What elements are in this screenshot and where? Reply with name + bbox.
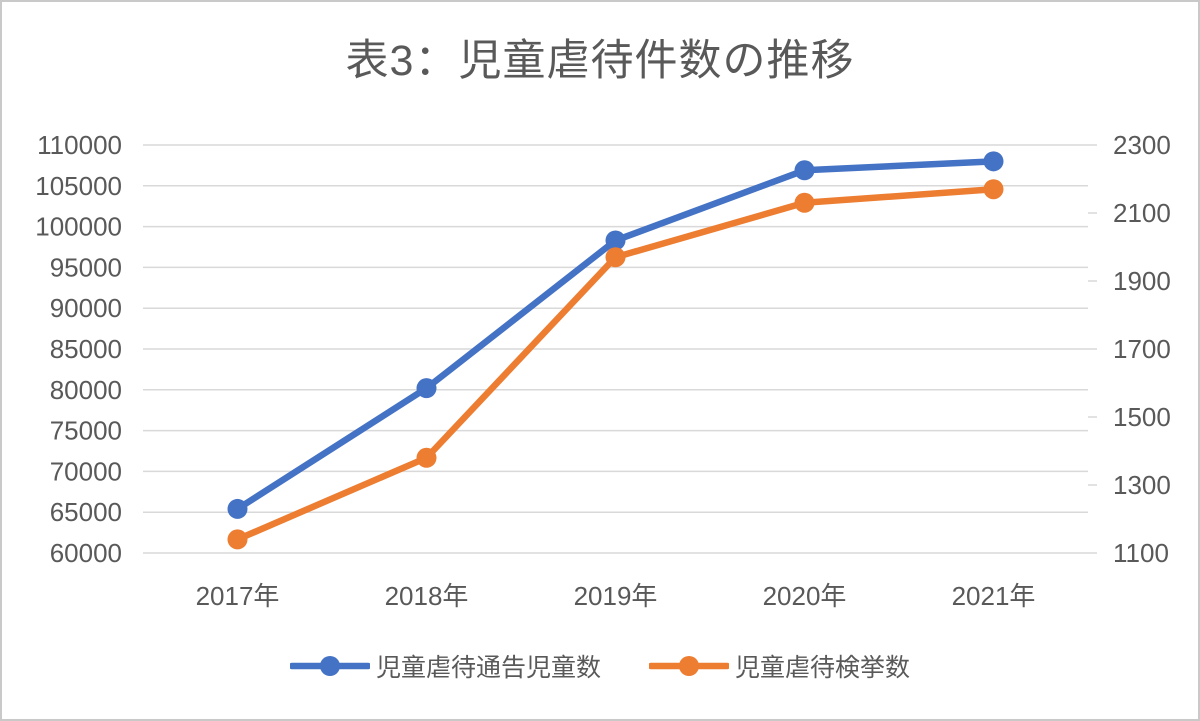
- left-axis-tick-label: 70000: [50, 456, 122, 486]
- data-point-series2-2018年: [416, 447, 437, 468]
- left-axis-tick-label: 95000: [50, 252, 122, 282]
- right-axis-tick-label: 1100: [1113, 538, 1169, 568]
- x-axis-tick-label: 2021年: [952, 581, 1036, 611]
- chart-legend: 児童虐待通告児童数 児童虐待検挙数: [0, 648, 1200, 684]
- data-point-series1-2021年: [983, 151, 1004, 172]
- left-axis-tick-label: 100000: [35, 212, 122, 242]
- data-point-series2-2017年: [227, 529, 248, 550]
- data-point-series2-2019年: [605, 247, 626, 268]
- data-point-series1-2019年: [605, 230, 626, 251]
- right-axis-tick-label: 1700: [1113, 334, 1171, 364]
- legend-label-series1: 児童虐待通告児童数: [375, 654, 601, 682]
- left-axis-tick-label: 105000: [35, 171, 122, 201]
- right-axis-tick-label: 1300: [1113, 470, 1171, 500]
- left-axis-tick-label: 110000: [37, 130, 122, 160]
- legend-item-series2: 児童虐待検挙数: [649, 648, 910, 684]
- legend-item-series1: 児童虐待通告児童数: [289, 648, 601, 684]
- legend-marker-blue-icon: [289, 656, 370, 676]
- right-axis-tick-label: 1500: [1113, 402, 1171, 432]
- legend-dot: [319, 656, 340, 676]
- data-point-series1-2018年: [416, 378, 437, 399]
- x-axis-tick-label: 2020年: [763, 581, 847, 611]
- data-point-series1-2020年: [794, 160, 815, 181]
- left-axis-tick-label: 65000: [50, 497, 122, 527]
- left-axis-tick-label: 80000: [50, 375, 122, 405]
- data-point-series2-2020年: [794, 192, 815, 213]
- data-point-series2-2021年: [983, 179, 1004, 200]
- chart-title: 表3：児童虐待件数の推移: [345, 37, 855, 85]
- legend-label-series2: 児童虐待検挙数: [735, 654, 911, 682]
- legend-dot: [679, 656, 699, 676]
- series-line-1: [234, 158, 997, 513]
- legend-marker-orange-icon: [649, 656, 729, 676]
- left-axis-tick-label: 60000: [50, 538, 122, 568]
- left-axis-tick-label: 85000: [50, 334, 122, 364]
- right-axis-tick-label: 1900: [1113, 266, 1171, 296]
- left-axis-tick-label: 75000: [50, 416, 122, 446]
- x-axis-tick-label: 2019年: [574, 581, 658, 611]
- x-axis-tick-label: 2018年: [385, 581, 469, 611]
- right-axis-tick-label: 2300: [1113, 130, 1171, 160]
- data-point-series1-2017年: [227, 498, 248, 519]
- left-axis-tick-label: 90000: [50, 293, 122, 323]
- x-axis-tick-label: 2017年: [196, 581, 280, 611]
- right-axis-tick-label: 2100: [1113, 198, 1171, 228]
